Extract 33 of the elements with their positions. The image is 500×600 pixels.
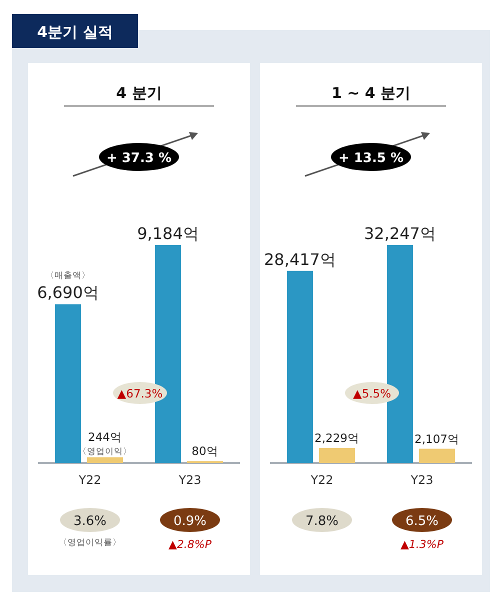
chart-title: 1 ~ 4 분기 xyxy=(331,84,411,102)
data-label: 9,184억 xyxy=(137,224,199,243)
text: 4분기 실적 xyxy=(37,23,113,41)
bar xyxy=(287,270,313,463)
text: + 37.3 % xyxy=(106,151,172,166)
chart-title: 4 분기 xyxy=(116,84,162,102)
annotation: ▲5.5% xyxy=(352,386,392,400)
text: 7.8% xyxy=(305,514,339,529)
text: 〈영업이익률〉 xyxy=(58,537,122,548)
x-tick-label: Y22 xyxy=(310,473,334,487)
text: 3.6% xyxy=(73,514,107,529)
x-tick-label: Y23 xyxy=(410,473,434,487)
data-label: 32,247억 xyxy=(364,224,436,243)
annotation: ▲67.3% xyxy=(117,386,163,400)
text: ▲2.8%P xyxy=(168,538,212,551)
data-label: 6,690억 xyxy=(37,283,99,302)
text: ▲1.3%P xyxy=(400,538,444,551)
data-label: 2,229억 xyxy=(314,430,360,445)
series-label: 〈영업이익〉 xyxy=(78,446,132,458)
data-label: 80억 xyxy=(192,444,218,458)
bar xyxy=(419,448,455,463)
x-tick-label: Y22 xyxy=(78,473,102,487)
bar xyxy=(87,457,123,463)
bar xyxy=(55,304,81,463)
text: 〈매출액〉 xyxy=(46,270,90,282)
data-label: 244억 xyxy=(88,430,122,444)
data-label: 2,107억 xyxy=(414,432,460,446)
x-tick-label: Y23 xyxy=(178,473,202,487)
bar xyxy=(319,448,355,463)
data-label: 28,417억 xyxy=(264,250,336,269)
text: 0.9% xyxy=(173,514,207,529)
text: 6.5% xyxy=(405,514,439,529)
text: + 13.5 % xyxy=(338,151,404,166)
